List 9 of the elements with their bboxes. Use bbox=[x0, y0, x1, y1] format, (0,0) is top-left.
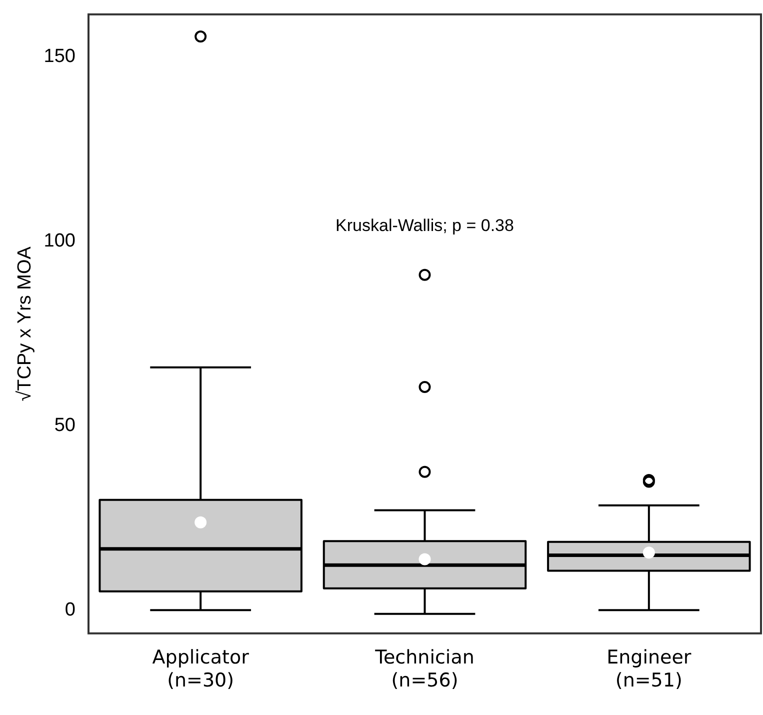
y-tick-label: 150 bbox=[44, 46, 76, 68]
y-tick-label: 0 bbox=[64, 599, 76, 620]
y-tick-label: 50 bbox=[54, 414, 76, 436]
y-tick-label: 100 bbox=[44, 230, 76, 252]
y-axis-title: √TCPy x Yrs MOA bbox=[14, 246, 36, 402]
annotation: Kruskal-Wallis; p = 0.38 bbox=[336, 216, 514, 236]
x-tick-label: Engineer (n=51) bbox=[606, 646, 692, 692]
x-tick-label: Technician (n=56) bbox=[374, 646, 474, 692]
x-tick-label: Applicator (n=30) bbox=[152, 646, 250, 692]
